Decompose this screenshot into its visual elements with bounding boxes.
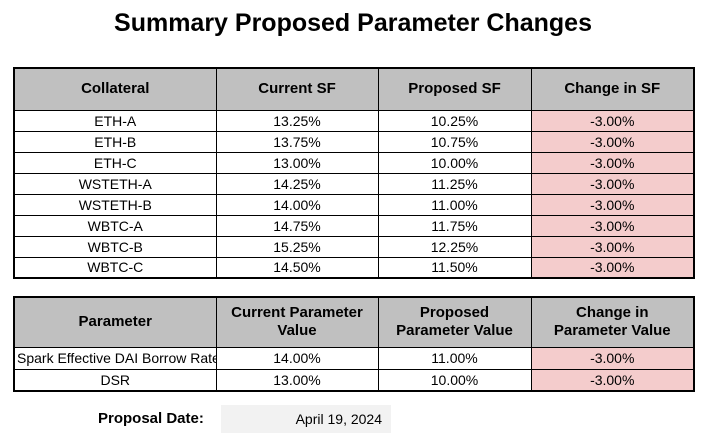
- proposal-date-label: Proposal Date:: [98, 410, 204, 427]
- proposed-sf-cell: 11.50%: [377, 256, 532, 279]
- sf-table-header-row: Collateral Current SF Proposed SF Change…: [13, 67, 695, 111]
- collateral-cell: ETH-B: [13, 130, 217, 153]
- collateral-cell: WSTETH-B: [13, 193, 217, 216]
- current-sf-cell: 13.00%: [215, 151, 379, 174]
- sf-header-collateral: Collateral: [13, 67, 217, 111]
- table-row: ETH-A 13.25% 10.25% -3.00%: [13, 109, 695, 132]
- proposed-sf-cell: 10.75%: [377, 130, 532, 153]
- current-value-cell: 13.00%: [215, 368, 379, 392]
- table-row: Spark Effective DAI Borrow Rate 14.00% 1…: [13, 346, 695, 370]
- table-row: WBTC-C 14.50% 11.50% -3.00%: [13, 256, 695, 279]
- param-header-proposed: Proposed Parameter Value: [377, 296, 532, 348]
- change-sf-cell: -3.00%: [530, 109, 695, 132]
- collateral-cell: ETH-A: [13, 109, 217, 132]
- table-row: ETH-B 13.75% 10.75% -3.00%: [13, 130, 695, 153]
- table-row: WBTC-B 15.25% 12.25% -3.00%: [13, 235, 695, 258]
- change-sf-cell: -3.00%: [530, 151, 695, 174]
- proposal-date-value: April 19, 2024: [221, 405, 391, 433]
- current-value-cell: 14.00%: [215, 346, 379, 370]
- sf-header-proposed: Proposed SF: [377, 67, 532, 111]
- current-sf-cell: 14.00%: [215, 193, 379, 216]
- sf-changes-table: Collateral Current SF Proposed SF Change…: [13, 67, 695, 279]
- current-sf-cell: 15.25%: [215, 235, 379, 258]
- parameter-changes-table: Parameter Current Parameter Value Propos…: [13, 296, 695, 392]
- change-sf-cell: -3.00%: [530, 235, 695, 258]
- table-row: WSTETH-A 14.25% 11.25% -3.00%: [13, 172, 695, 195]
- collateral-cell: ETH-C: [13, 151, 217, 174]
- change-sf-cell: -3.00%: [530, 256, 695, 279]
- collateral-cell: WBTC-A: [13, 214, 217, 237]
- parameter-cell: DSR: [13, 368, 217, 392]
- sf-header-change: Change in SF: [530, 67, 695, 111]
- sf-header-current: Current SF: [215, 67, 379, 111]
- proposed-sf-cell: 12.25%: [377, 235, 532, 258]
- table-row: DSR 13.00% 10.00% -3.00%: [13, 368, 695, 392]
- current-sf-cell: 13.75%: [215, 130, 379, 153]
- change-value-cell: -3.00%: [530, 368, 695, 392]
- change-sf-cell: -3.00%: [530, 130, 695, 153]
- proposed-value-cell: 11.00%: [377, 346, 532, 370]
- proposal-date-row: Proposal Date: April 19, 2024: [0, 405, 706, 433]
- current-sf-cell: 14.25%: [215, 172, 379, 195]
- collateral-cell: WBTC-C: [13, 256, 217, 279]
- proposed-sf-cell: 11.75%: [377, 214, 532, 237]
- param-header-parameter: Parameter: [13, 296, 217, 348]
- table-row: ETH-C 13.00% 10.00% -3.00%: [13, 151, 695, 174]
- parameter-cell: Spark Effective DAI Borrow Rate: [13, 346, 217, 370]
- change-sf-cell: -3.00%: [530, 193, 695, 216]
- proposed-sf-cell: 10.00%: [377, 151, 532, 174]
- table-row: WSTETH-B 14.00% 11.00% -3.00%: [13, 193, 695, 216]
- page-title: Summary Proposed Parameter Changes: [114, 9, 592, 37]
- change-value-cell: -3.00%: [530, 346, 695, 370]
- proposed-sf-cell: 11.00%: [377, 193, 532, 216]
- change-sf-cell: -3.00%: [530, 214, 695, 237]
- current-sf-cell: 14.75%: [215, 214, 379, 237]
- change-sf-cell: -3.00%: [530, 172, 695, 195]
- proposed-sf-cell: 10.25%: [377, 109, 532, 132]
- param-header-current: Current Parameter Value: [215, 296, 379, 348]
- collateral-cell: WBTC-B: [13, 235, 217, 258]
- param-header-change: Change in Parameter Value: [530, 296, 695, 348]
- current-sf-cell: 13.25%: [215, 109, 379, 132]
- proposed-value-cell: 10.00%: [377, 368, 532, 392]
- current-sf-cell: 14.50%: [215, 256, 379, 279]
- table-row: WBTC-A 14.75% 11.75% -3.00%: [13, 214, 695, 237]
- param-table-header-row: Parameter Current Parameter Value Propos…: [13, 296, 695, 348]
- collateral-cell: WSTETH-A: [13, 172, 217, 195]
- proposed-sf-cell: 11.25%: [377, 172, 532, 195]
